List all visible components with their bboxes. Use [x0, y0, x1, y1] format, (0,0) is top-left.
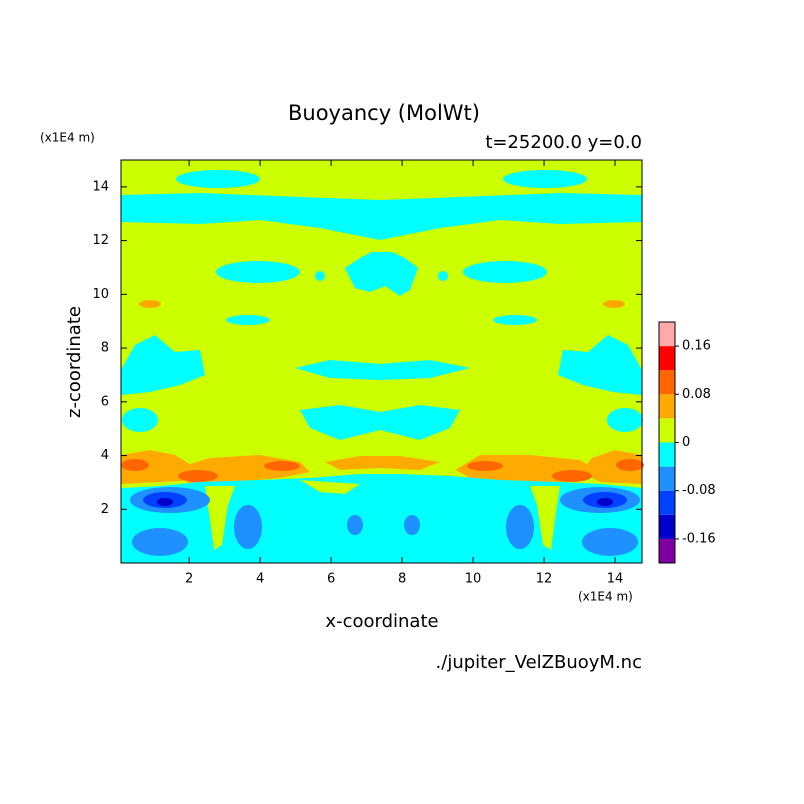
y-unit: (x1E4 m)	[40, 131, 95, 145]
y-axis-label: z-coordinate	[64, 306, 85, 418]
contour-region	[582, 528, 638, 556]
colorbar-band	[659, 442, 675, 467]
contour-region	[580, 450, 642, 484]
contour-region	[121, 459, 149, 471]
contour-region	[216, 261, 300, 283]
contour-region	[300, 405, 460, 440]
footer: ./jupiter_VelZBuoyM.nc	[436, 652, 642, 673]
colorbar-band	[659, 370, 675, 395]
x-unit: (x1E4 m)	[578, 590, 633, 604]
contour-region	[597, 498, 613, 506]
x-tick-label: 8	[398, 572, 406, 587]
colorbar-tick-label: 0	[682, 435, 690, 450]
y-tick-label: 6	[101, 394, 109, 409]
colorbar-band	[659, 490, 675, 515]
x-tick-label: 14	[607, 572, 624, 587]
y-tick-label: 14	[92, 179, 109, 194]
contour-region	[506, 505, 534, 549]
y-tick-label: 8	[101, 341, 109, 356]
contour-region	[139, 300, 161, 308]
colorbar-band	[659, 466, 675, 491]
contour-region	[121, 474, 642, 563]
contour-region	[300, 480, 360, 494]
contour-region	[178, 470, 218, 482]
plot-frame	[120, 159, 643, 564]
contour-region	[121, 193, 642, 240]
contour-region	[607, 408, 643, 432]
contour-region	[264, 461, 300, 471]
x-tick-label: 4	[256, 572, 264, 587]
colorbar-tick-label: -0.16	[682, 531, 716, 546]
y-tick-label: 10	[92, 287, 109, 302]
contour-region	[438, 271, 448, 281]
chart-subtitle: t=25200.0 y=0.0	[485, 132, 642, 153]
contour-region	[558, 335, 642, 395]
colorbar-tick-label: -0.08	[682, 483, 716, 498]
contour-region	[345, 252, 418, 296]
contour-region	[616, 459, 644, 471]
contour-region	[347, 515, 363, 535]
colorbar-band	[659, 346, 675, 371]
contour-region	[176, 170, 260, 188]
contour-region	[530, 486, 560, 550]
contour-region	[132, 528, 188, 556]
contour-region	[295, 360, 470, 380]
x-tick-label: 2	[185, 572, 193, 587]
colorbar-band	[659, 514, 675, 539]
contour-region	[315, 271, 325, 281]
contour-region	[493, 315, 537, 325]
contour-region	[157, 498, 173, 506]
y-tick-label: 12	[92, 233, 109, 248]
colorbar-band	[659, 394, 675, 419]
contour-region	[463, 261, 547, 283]
colorbar-band	[659, 538, 675, 563]
colorbar-tick-label: 0.16	[682, 339, 711, 354]
contour-field	[121, 160, 644, 563]
colorbar-tick-label: 0.08	[682, 387, 711, 402]
contour-region	[603, 300, 625, 308]
x-tick-label: 6	[327, 572, 335, 587]
contour-region	[552, 470, 592, 482]
colorbar-band	[659, 418, 675, 443]
y-tick-label: 2	[101, 502, 109, 517]
y-tick-label: 4	[101, 448, 109, 463]
contour-region	[234, 505, 262, 549]
contour-region	[467, 461, 503, 471]
contour-region	[205, 486, 235, 550]
contour-region	[503, 170, 587, 188]
colorbar-band	[659, 322, 675, 347]
contour-region	[121, 335, 205, 395]
contour-region	[226, 315, 270, 325]
contour-region	[404, 515, 420, 535]
contour-region	[122, 408, 158, 432]
contour-region	[325, 456, 440, 470]
x-tick-label: 12	[536, 572, 553, 587]
x-axis-label: x-coordinate	[325, 611, 438, 632]
chart-title: Buoyancy (MolWt)	[288, 101, 480, 125]
x-tick-label: 10	[465, 572, 482, 587]
